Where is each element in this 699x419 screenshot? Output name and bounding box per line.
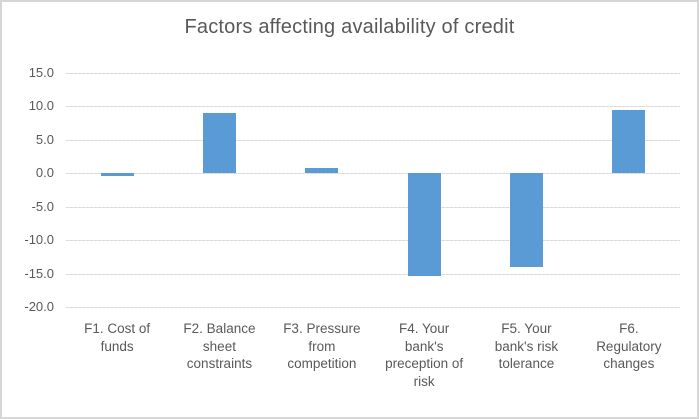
y-axis-tick-label: 5.0 <box>35 131 54 147</box>
gridline <box>66 139 680 141</box>
x-axis-category-label: F4. Your bank's preception of risk <box>385 321 464 389</box>
x-axis-category-label: F5. Your bank's risk tolerance <box>494 321 559 371</box>
x-axis-category-label: F6. Regulatory changes <box>596 321 662 371</box>
gridline <box>66 307 680 309</box>
gridline <box>66 72 680 74</box>
gridline <box>66 240 680 242</box>
gridline <box>66 273 680 275</box>
y-axis-tick-label: 10.0 <box>28 98 54 113</box>
bar-f2 <box>203 112 236 174</box>
x-axis-category-label: F1. Cost of funds <box>84 321 151 354</box>
x-axis-category-label: F2. Balance sheet constraints <box>183 321 256 371</box>
y-axis-tick-label: -15.0 <box>24 265 54 281</box>
x-axis-category-label: F3. Pressure from competition <box>283 321 361 371</box>
gridline <box>66 206 680 208</box>
chart-title: Factors affecting availability of credit <box>184 16 515 38</box>
bar-f6 <box>612 110 646 174</box>
y-axis-tick-label: 0.0 <box>35 165 54 181</box>
y-axis-tick-label: 15.0 <box>28 64 54 80</box>
gridline <box>66 173 680 175</box>
bar-f5 <box>510 173 543 267</box>
y-axis-tick-label: -20.0 <box>24 299 54 315</box>
bar-f3 <box>305 168 339 174</box>
gridline <box>66 106 680 107</box>
y-axis-tick-label: -5.0 <box>31 198 54 214</box>
bar-f4 <box>407 173 441 276</box>
y-axis-tick-label: -10.0 <box>24 232 54 248</box>
bar-f1 <box>100 173 134 177</box>
